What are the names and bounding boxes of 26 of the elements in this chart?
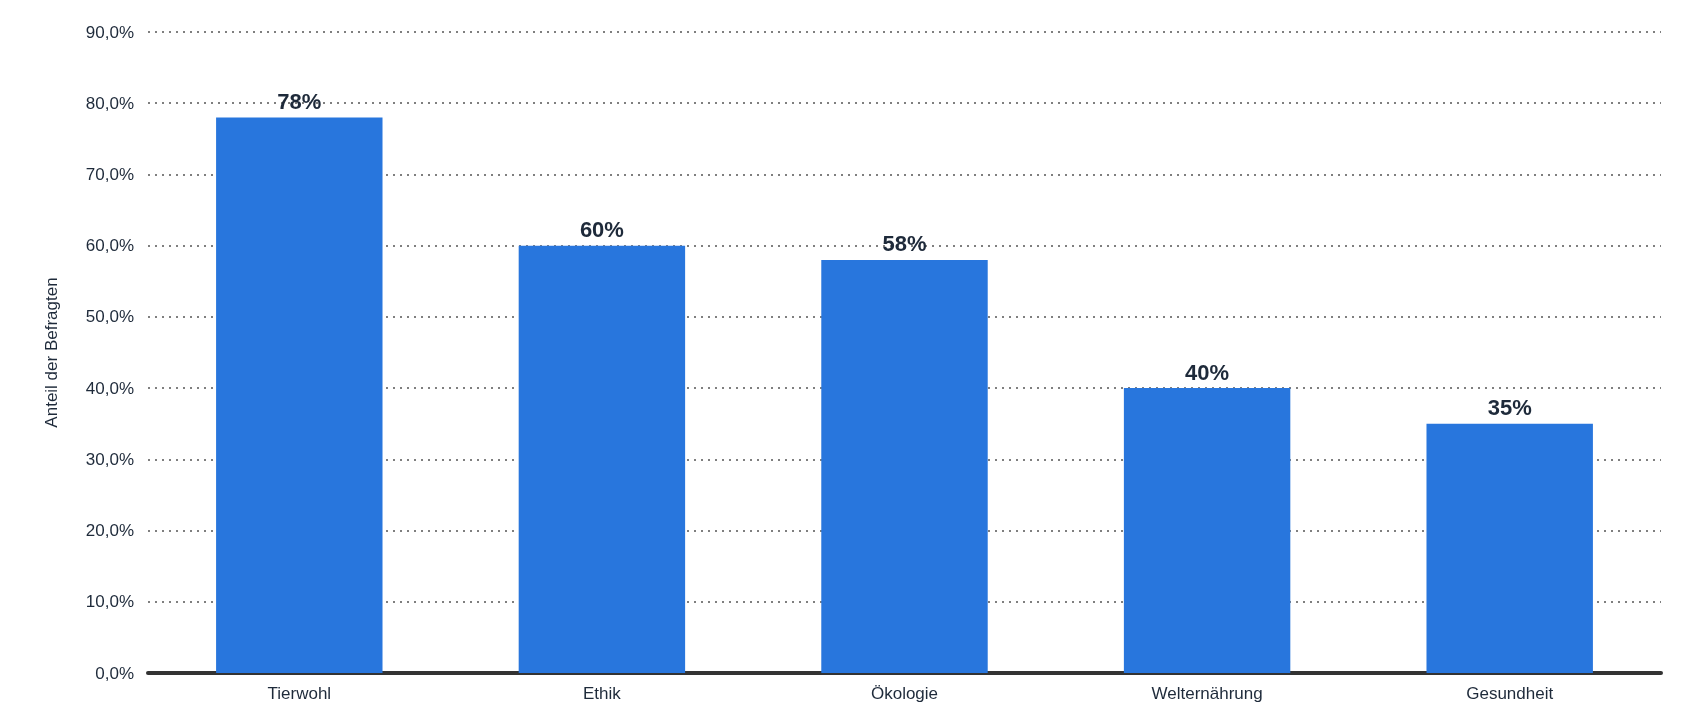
data-label: 60% [579,217,624,243]
y-tick-label: 40,0% [85,378,134,398]
y-axis-title: Anteil der Befragten [42,277,61,428]
bar [1123,388,1291,673]
y-tick-label: 80,0% [85,93,134,113]
data-label: 40% [1185,359,1230,385]
y-tick-label: 50,0% [85,307,134,327]
bar [821,259,988,673]
y-tick-label: 0,0% [95,663,134,683]
data-label: 58% [882,231,927,257]
bar [1426,423,1593,673]
y-tick-label: 70,0% [85,164,134,184]
x-tick-label: Ökologie [870,684,939,703]
y-tick-label: 30,0% [85,449,134,469]
y-tick-label: 10,0% [85,592,134,612]
x-tick-label: Welternährung [1151,684,1263,703]
y-tick-label: 60,0% [85,236,134,256]
x-tick-label: Ethik [583,684,622,703]
data-label: 78% [277,88,322,114]
bar [216,117,383,673]
y-tick-label: 20,0% [85,521,134,541]
data-label: 35% [1487,395,1532,421]
bar [518,245,686,673]
y-tick-label: 90,0% [85,22,134,42]
x-tick-label: Gesundheit [1466,684,1554,703]
x-tick-label: Tierwohl [267,684,332,703]
